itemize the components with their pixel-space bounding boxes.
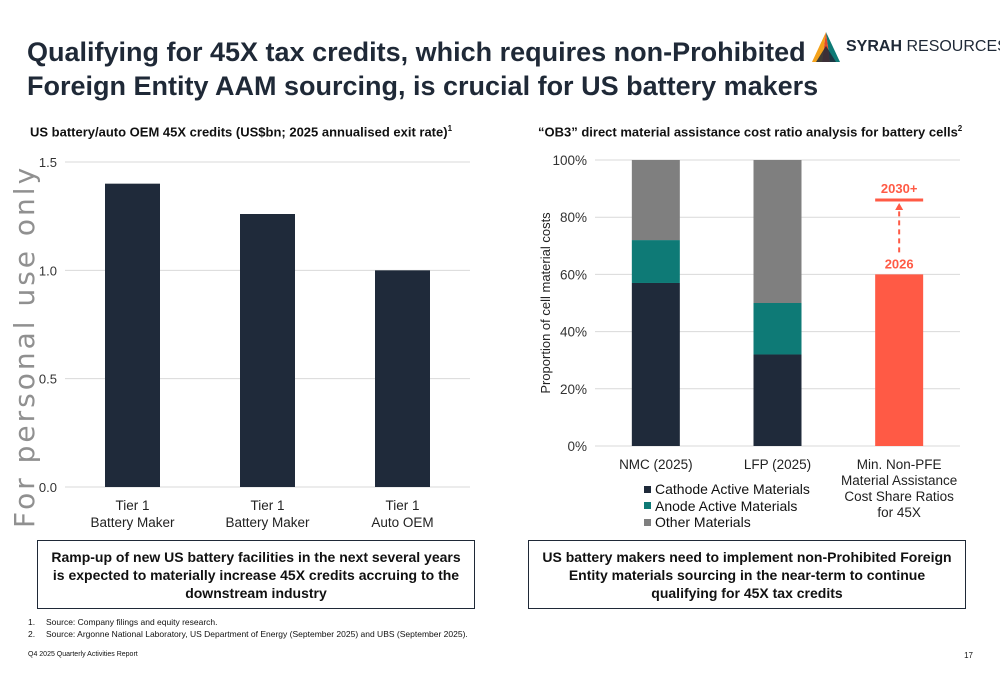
left-y-tick-label: 0.0 xyxy=(39,480,57,495)
right-x-tick-label: NMC (2025) xyxy=(619,457,693,472)
legend-swatch xyxy=(644,485,651,493)
right-y-tick-label: 60% xyxy=(560,267,587,282)
left-chart-subtitle: US battery/auto OEM 45X credits (US$bn; … xyxy=(30,124,452,139)
right-stacked-bar-segment xyxy=(631,282,680,446)
right-chart-subtitle: “OB3” direct material assistance cost ra… xyxy=(538,124,962,139)
syrah-logo-text: SYRAH RESOURCES xyxy=(846,38,1000,56)
left-y-tick-label: 1.5 xyxy=(39,155,57,170)
right-chart-legend: Cathode Active Materials Anode Active Mat… xyxy=(644,481,810,531)
watermark: For personal use only xyxy=(8,164,41,528)
right-x-tick-label: Min. Non-PFE xyxy=(857,457,942,472)
page-title-line-1: Qualifying for 45X tax credits, which re… xyxy=(27,37,806,67)
right-x-tick-label: for 45X xyxy=(877,505,921,520)
footnote-2-number: 2. xyxy=(28,629,36,639)
footnotes: 1. Source: Company filings and equity res… xyxy=(28,616,468,640)
legend-item: Other Materials xyxy=(644,514,810,531)
right-chart-subtitle-footnote: 2 xyxy=(957,124,963,133)
right-stacked-bar-segment xyxy=(753,160,802,303)
threshold-arrow-head xyxy=(895,203,904,211)
legend-swatch xyxy=(644,518,651,526)
syrah-logo: SYRAH RESOURCES xyxy=(812,30,1000,70)
left-bar xyxy=(240,214,295,487)
logo-brand-rest: RESOURCES xyxy=(902,38,1000,55)
left-x-tick-label: Tier 1 xyxy=(385,498,419,513)
right-callout-text: US battery makers need to implement non-… xyxy=(542,548,952,601)
right-x-tick-label: Cost Share Ratios xyxy=(844,489,954,504)
footnote-2: 2. Source: Argonne National Laboratory, U… xyxy=(28,628,468,640)
right-y-tick-label: 100% xyxy=(552,153,587,168)
left-callout-box: Ramp-up of new US battery facilities in … xyxy=(37,540,475,609)
right-stacked-bar-chart: 0% 20% 40% 60% 80% 100% Proportion of cell mat… xyxy=(538,153,960,520)
right-y-tick-label: 0% xyxy=(567,439,587,454)
page-title: Qualifying for 45X tax credits, which re… xyxy=(27,35,819,103)
legend-item: Anode Active Materials xyxy=(644,498,810,515)
left-y-tick-label: 1.0 xyxy=(39,263,57,278)
left-x-tick-label: Battery Maker xyxy=(90,515,175,530)
right-y-axis-label: Proportion of cell material costs xyxy=(538,212,553,394)
left-chart-subtitle-text: US battery/auto OEM 45X credits (US$bn; … xyxy=(30,124,448,140)
right-stacked-bar-segment xyxy=(631,160,680,241)
right-stacked-bar-segment xyxy=(753,354,802,446)
right-x-tick-label: Material Assistance xyxy=(841,473,957,488)
left-bar xyxy=(375,270,430,487)
logo-brand-bold: SYRAH xyxy=(846,38,903,55)
syrah-logo-icon xyxy=(812,32,840,62)
page-title-line-2: Foreign Entity AAM sourcing, is crucial … xyxy=(27,71,819,101)
threshold-label-2026: 2026 xyxy=(885,256,914,271)
footnote-1: 1. Source: Company filings and equity res… xyxy=(28,616,468,628)
right-y-tick-label: 20% xyxy=(560,382,587,397)
legend-label: Cathode Active Materials xyxy=(655,481,810,497)
threshold-bar xyxy=(875,274,924,446)
footnote-2-text: Source: Argonne National Laboratory, US … xyxy=(46,629,468,639)
right-x-tick-label: LFP (2025) xyxy=(744,457,811,472)
report-name: Q4 2025 Quarterly Activities Report xyxy=(28,651,138,658)
legend-label: Other Materials xyxy=(655,514,751,530)
left-x-tick-label: Tier 1 xyxy=(250,498,284,513)
legend-label: Anode Active Materials xyxy=(655,497,798,514)
legend-swatch xyxy=(644,502,651,510)
right-stacked-bar-segment xyxy=(753,303,802,355)
threshold-label-2030: 2030+ xyxy=(881,181,918,196)
right-y-tick-label: 40% xyxy=(560,325,587,340)
left-bar xyxy=(105,183,160,487)
right-chart-subtitle-text: “OB3” direct material assistance cost ra… xyxy=(538,124,958,140)
right-callout-box: US battery makers need to implement non-… xyxy=(528,540,966,609)
footnote-1-number: 1. xyxy=(28,617,36,627)
left-callout-text: Ramp-up of new US battery facilities in … xyxy=(51,548,461,601)
right-stacked-bar-segment xyxy=(631,240,680,283)
left-y-tick-label: 0.5 xyxy=(39,372,57,387)
legend-item: Cathode Active Materials xyxy=(644,481,810,498)
right-y-tick-label: 80% xyxy=(560,210,587,225)
page-number: 17 xyxy=(964,651,973,660)
left-chart-subtitle-footnote: 1 xyxy=(447,124,453,133)
left-x-tick-label: Auto OEM xyxy=(371,515,433,530)
footnote-1-text: Source: Company filings and equity resea… xyxy=(46,617,218,627)
left-x-tick-label: Tier 1 xyxy=(115,498,149,513)
left-x-tick-label: Battery Maker xyxy=(225,515,310,530)
left-bar-chart: 0.0 0.5 1.0 1.5 Tier 1 Battery Maker Tier 1 Bat… xyxy=(39,155,470,530)
